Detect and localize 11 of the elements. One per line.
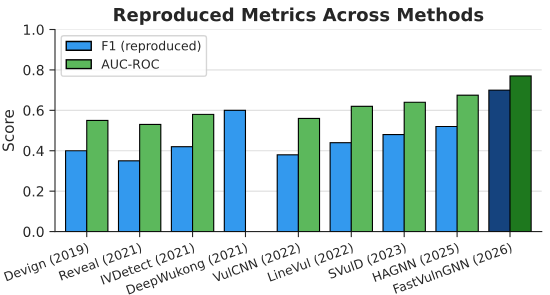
y-tick-label: 0.0 — [23, 226, 44, 238]
legend-label: F1 (reproduced) — [102, 40, 200, 53]
bar — [224, 110, 246, 232]
y-tick-label: 0.8 — [23, 64, 44, 76]
legend-label: AUC-ROC — [101, 59, 159, 69]
y-tick-label: 0.4 — [23, 146, 44, 156]
chart-title: Reproduced Metrics Across Methods — [114, 7, 484, 25]
y-tick-label: 1.0 — [24, 24, 44, 35]
y-tick-label: 0.6 — [23, 105, 44, 116]
y-axis-title: Score — [2, 110, 14, 151]
y-tick-label: 0.2 — [23, 186, 44, 197]
